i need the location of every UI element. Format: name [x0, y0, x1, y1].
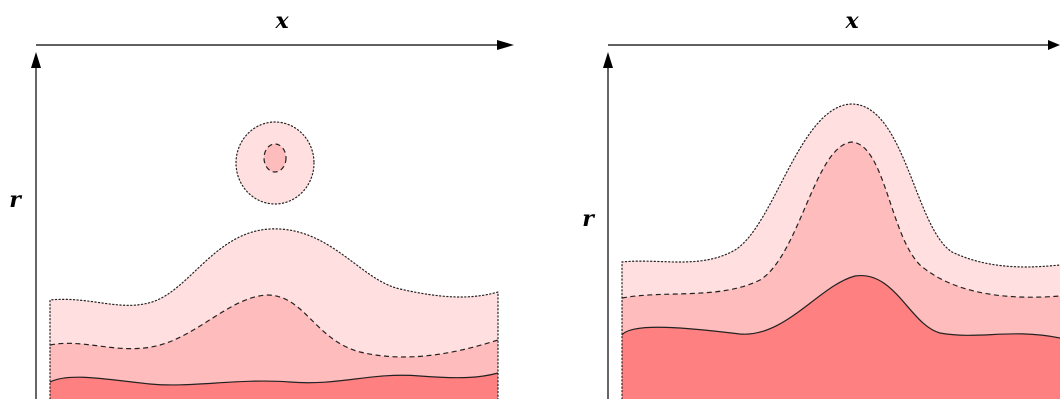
left-inner-region — [50, 373, 498, 399]
left-panel: x r — [9, 8, 514, 399]
left-x-axis-arrowhead — [497, 40, 514, 50]
left-bubble-inner-edge — [263, 143, 287, 173]
right-solid-boundary — [621, 275, 1060, 339]
left-x-axis-label: x — [274, 8, 289, 34]
left-dashed-boundary — [49, 294, 499, 358]
right-x-axis-arrowhead — [1048, 40, 1060, 50]
left-bubble-inner — [264, 144, 286, 172]
left-solid-boundary — [49, 372, 499, 386]
right-x-axis-label: x — [844, 8, 859, 34]
left-bubble-outer-edge — [235, 121, 315, 205]
left-r-axis-label: r — [9, 187, 22, 213]
left-r-axis-arrowhead — [31, 52, 41, 68]
right-r-axis-label: r — [582, 206, 595, 232]
right-inner-region — [622, 275, 1060, 399]
right-dashed-boundary — [621, 141, 1060, 299]
right-r-axis-arrowhead — [603, 52, 613, 68]
right-panel: x r — [582, 8, 1060, 399]
left-middle-region — [50, 295, 498, 399]
left-dotted-boundary — [49, 228, 499, 399]
